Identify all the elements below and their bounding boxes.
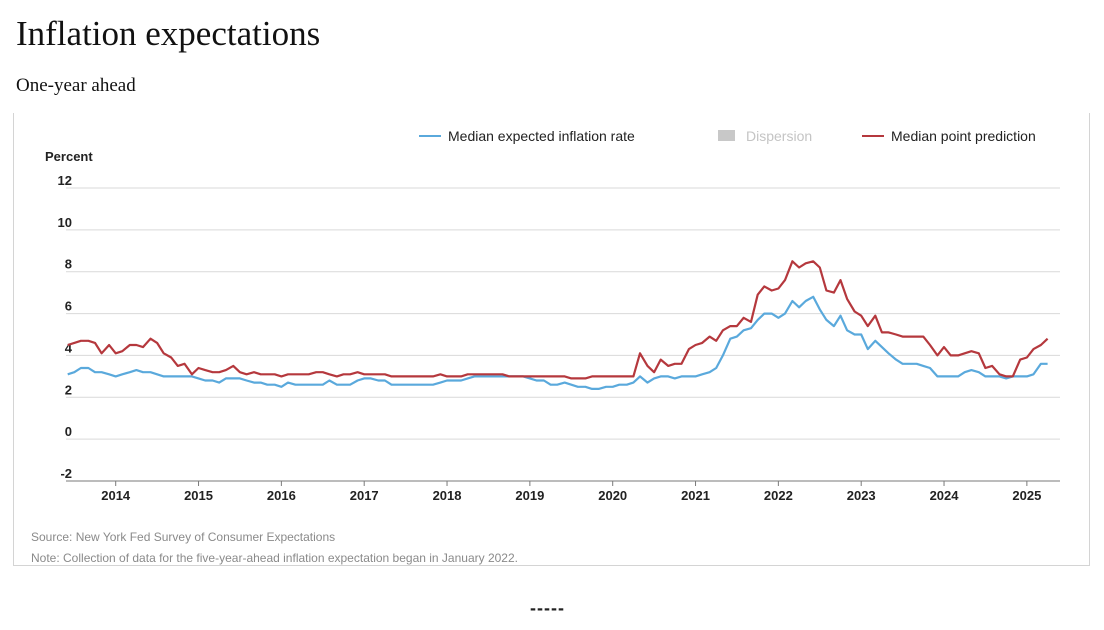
- legend-swatch: [718, 130, 735, 141]
- legend: Median expected inflation rate Dispersion…: [419, 128, 1036, 144]
- inflation-chart: -2 0 2 4 6 8 10 12 2014 2015 2016 2017 2018 2019 2020…: [45, 128, 1060, 503]
- chart-frame: [13, 113, 1090, 566]
- x-tick-label: 2019: [515, 488, 544, 503]
- x-tick-label: 2023: [847, 488, 876, 503]
- x-tick-label: 2015: [184, 488, 213, 503]
- x-tick-label: 2020: [598, 488, 627, 503]
- y-axis-label: Percent: [45, 149, 93, 164]
- legend-dispersion[interactable]: Dispersion: [718, 128, 812, 144]
- x-tick-label: 2014: [101, 488, 131, 503]
- legend-median-expected[interactable]: Median expected inflation rate: [419, 128, 635, 144]
- x-tick-label: 2018: [433, 488, 462, 503]
- x-tick-label: 2025: [1012, 488, 1041, 503]
- source-note: Source: New York Fed Survey of Consumer …: [31, 530, 336, 544]
- legend-median-point[interactable]: Median point prediction: [862, 128, 1036, 144]
- legend-label: Median expected inflation rate: [448, 128, 635, 144]
- y-tick-label: 8: [65, 257, 72, 272]
- x-axis-ticks: 2014 2015 2016 2017 2018 2019 2020 2021 2022 2023…: [101, 481, 1041, 503]
- y-tick-label: 10: [58, 215, 72, 230]
- legend-label: Dispersion: [746, 128, 812, 144]
- y-tick-label: 4: [65, 340, 73, 355]
- y-tick-label: 2: [65, 382, 72, 397]
- page-subtitle: One-year ahead: [16, 75, 136, 96]
- x-tick-label: 2022: [764, 488, 793, 503]
- y-tick-label: 6: [65, 299, 72, 314]
- y-tick-label: -2: [60, 466, 72, 481]
- series-line-median-expected: [67, 295, 1048, 390]
- y-tick-label: 0: [65, 424, 72, 439]
- x-tick-label: 2016: [267, 488, 296, 503]
- series-layer: [67, 260, 1049, 390]
- x-tick-label: 2024: [930, 488, 960, 503]
- collection-note: Note: Collection of data for the five-ye…: [31, 551, 518, 565]
- separator: -----: [530, 598, 565, 618]
- y-axis-ticks: -2 0 2 4 6 8 10 12: [58, 173, 73, 481]
- x-tick-label: 2017: [350, 488, 379, 503]
- series-line-median-point: [67, 260, 1049, 380]
- legend-label: Median point prediction: [891, 128, 1036, 144]
- grid-layer: [66, 187, 1060, 482]
- page-title: Inflation expectations: [16, 14, 321, 53]
- x-tick-label: 2021: [681, 488, 710, 503]
- y-tick-label: 12: [58, 173, 72, 188]
